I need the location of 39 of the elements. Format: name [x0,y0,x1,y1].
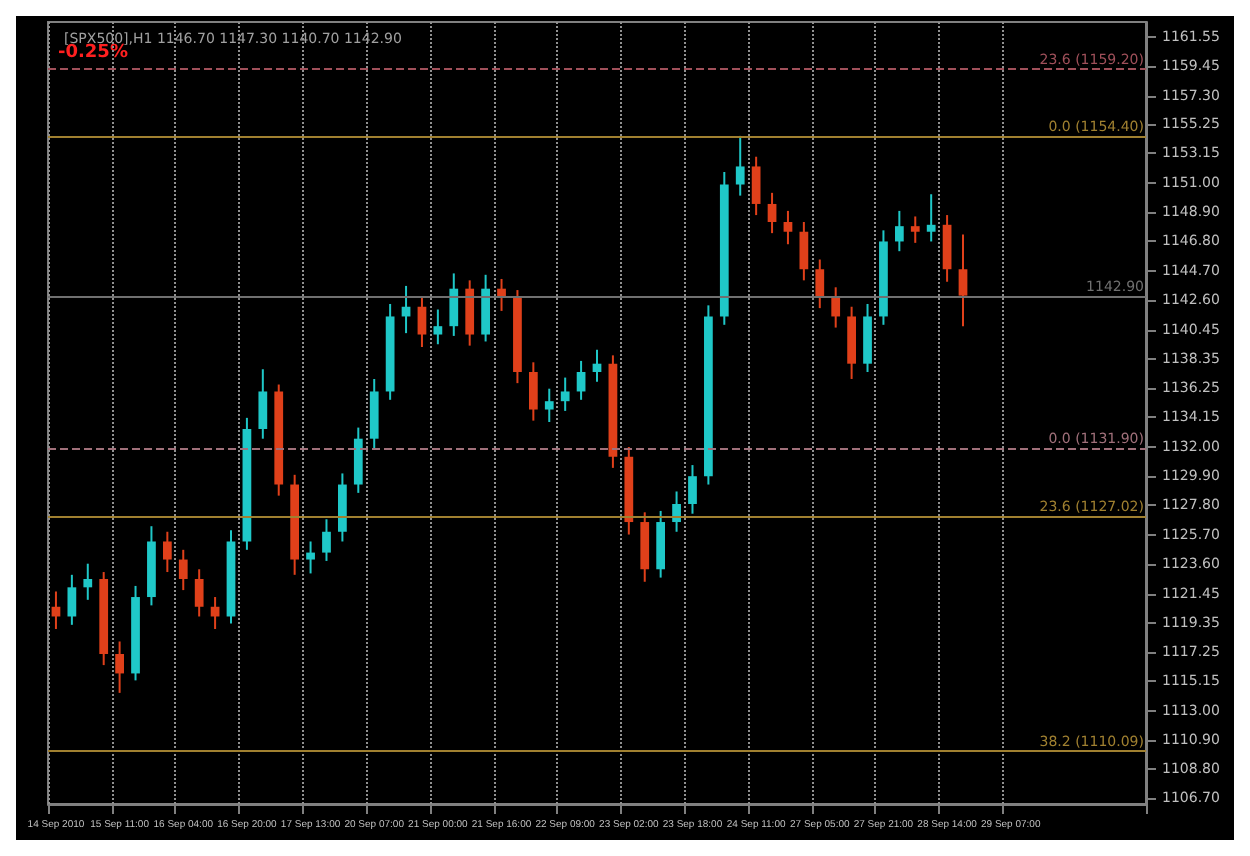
candlestick [162,530,172,574]
candlestick [815,258,825,310]
candlestick [194,568,204,618]
candlestick [958,233,968,328]
candlestick [560,376,570,412]
candlestick [528,361,538,422]
candlestick [481,273,490,343]
candlestick [433,308,443,346]
candlestick [258,368,268,440]
candlestick [894,209,904,253]
candlestick [942,214,952,283]
candlestick [751,155,761,217]
candlestick [115,640,124,694]
candlestick [306,540,315,575]
candlestick [656,509,666,579]
candlestick [417,296,427,349]
candlestick [449,272,459,337]
candlestick [544,387,554,424]
candlestick [910,215,920,244]
candlestick [767,191,777,235]
candlestick [688,464,697,515]
candlestick [735,134,745,197]
candlestick [783,209,793,246]
candlestick [799,221,809,282]
candlestick [863,302,872,374]
candlestick [67,573,77,626]
annotation: -0.25% [58,43,128,63]
candlestick [465,279,475,347]
candlestick [926,193,936,243]
candlestick [369,377,379,450]
candlestick [831,286,841,329]
candlestick [322,518,331,562]
candlestick [847,305,856,380]
candlestick [640,511,650,583]
candlestick [338,472,347,543]
candlestick [83,562,93,601]
candlestick [353,426,363,494]
candlestick [672,490,681,533]
candlestick [178,548,188,592]
